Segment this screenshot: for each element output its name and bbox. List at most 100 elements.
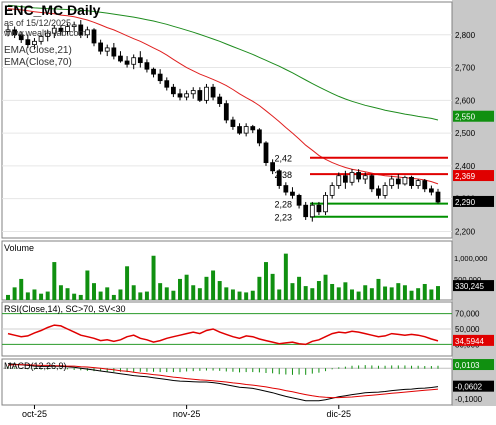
candle-body xyxy=(422,180,428,190)
volume-bar xyxy=(138,292,143,300)
candle-body xyxy=(124,60,130,65)
last-value-label: 2,290 xyxy=(455,198,476,207)
candle xyxy=(190,87,196,99)
candle xyxy=(309,201,315,222)
volume-bar xyxy=(369,288,374,300)
candle xyxy=(243,123,249,137)
volume-bar xyxy=(19,278,24,300)
price-tick-label: 2,400 xyxy=(455,162,476,171)
x-tick-label: dic-25 xyxy=(327,409,352,419)
candle xyxy=(435,188,441,204)
volume-bar xyxy=(204,276,209,300)
volume-bar xyxy=(363,285,368,300)
candle-body xyxy=(415,180,421,186)
candle xyxy=(316,201,322,216)
site-label: www.wealth-lab.com xyxy=(4,28,87,38)
candle xyxy=(12,26,17,39)
candle-body xyxy=(118,55,123,62)
ema70-label: EMA(Close,70) xyxy=(4,57,72,68)
volume-bar xyxy=(376,278,381,300)
volume-bar xyxy=(32,289,37,300)
candle xyxy=(276,169,282,189)
candle xyxy=(356,169,361,183)
candle-body xyxy=(276,170,282,186)
rsi-last-box xyxy=(453,334,494,346)
candle xyxy=(223,100,229,124)
volume-bar xyxy=(336,287,341,300)
volume-bar xyxy=(310,288,315,300)
candle-body xyxy=(45,32,51,37)
candle-body xyxy=(336,175,342,186)
rsi-last-label: 34,5944 xyxy=(455,337,484,346)
candle-body xyxy=(323,194,328,213)
volume-bar xyxy=(164,287,169,300)
axis-labels: 2,2002,3002,4002,5002,6002,7002,8002,550… xyxy=(22,31,494,419)
price-tick-label: 2,700 xyxy=(455,64,476,73)
candle xyxy=(111,42,117,60)
volume-bar xyxy=(237,291,242,300)
volume-tick-label: 1,000,000 xyxy=(454,254,487,263)
last-value-box xyxy=(453,170,494,182)
candle xyxy=(71,21,77,32)
candle-body xyxy=(303,204,309,218)
candle-body xyxy=(38,36,44,42)
candle-body xyxy=(362,175,368,180)
volume-bar xyxy=(217,281,222,300)
rsi-title: RSI(Close,14), SC>70, SV<30 xyxy=(4,304,126,314)
candle xyxy=(38,34,44,45)
candle xyxy=(382,182,388,199)
volume-bar xyxy=(39,293,44,300)
volume-bar xyxy=(98,291,103,300)
candle-body xyxy=(98,42,103,52)
price-panel: 2,42 2,38 2,28 2,23 xyxy=(2,4,452,232)
candle xyxy=(270,159,275,175)
candle xyxy=(5,24,11,37)
volume-bar xyxy=(270,273,275,300)
level-label: 2,38 xyxy=(274,170,292,180)
candle-body xyxy=(157,73,163,82)
candle-body xyxy=(137,57,143,64)
candle-body xyxy=(85,29,90,36)
volume-bar xyxy=(416,288,421,300)
candle-body xyxy=(204,86,209,101)
macd-tick-label: -0,0602 xyxy=(455,383,483,392)
price-tick-label: 2,600 xyxy=(455,96,476,105)
price-tick-label: 2,200 xyxy=(455,227,476,236)
volume-bar xyxy=(105,287,110,300)
candle-body xyxy=(197,90,203,101)
volume-bar xyxy=(316,281,321,300)
level-label: 2,23 xyxy=(274,213,292,223)
volume-bar xyxy=(250,290,255,300)
candle-body xyxy=(177,93,183,98)
candle xyxy=(422,179,428,193)
candle-body xyxy=(78,24,84,36)
volume-bar xyxy=(78,294,83,300)
candle xyxy=(91,28,97,47)
volume-bar xyxy=(356,291,361,300)
candle xyxy=(415,179,421,189)
candle xyxy=(32,38,37,50)
candle-body xyxy=(71,24,77,27)
candle-body xyxy=(309,204,315,218)
candle xyxy=(210,83,216,101)
candle-body xyxy=(5,29,11,32)
candle xyxy=(124,56,130,68)
candle-body xyxy=(91,29,97,44)
volume-bar xyxy=(402,285,407,300)
volume-bar xyxy=(257,276,262,300)
candle xyxy=(65,23,70,35)
volume-bar xyxy=(85,270,90,300)
candle-body xyxy=(256,129,262,144)
candle xyxy=(45,29,51,42)
volume-bar xyxy=(283,253,288,300)
volume-bar xyxy=(92,283,96,300)
candle xyxy=(18,31,24,43)
candle xyxy=(78,20,84,39)
candle-body xyxy=(263,142,269,164)
macd-tick-label: 0,0103 xyxy=(455,361,480,370)
volume-bar xyxy=(151,255,156,300)
candle xyxy=(177,88,183,101)
candle xyxy=(25,34,31,48)
volume-bar xyxy=(224,287,229,300)
